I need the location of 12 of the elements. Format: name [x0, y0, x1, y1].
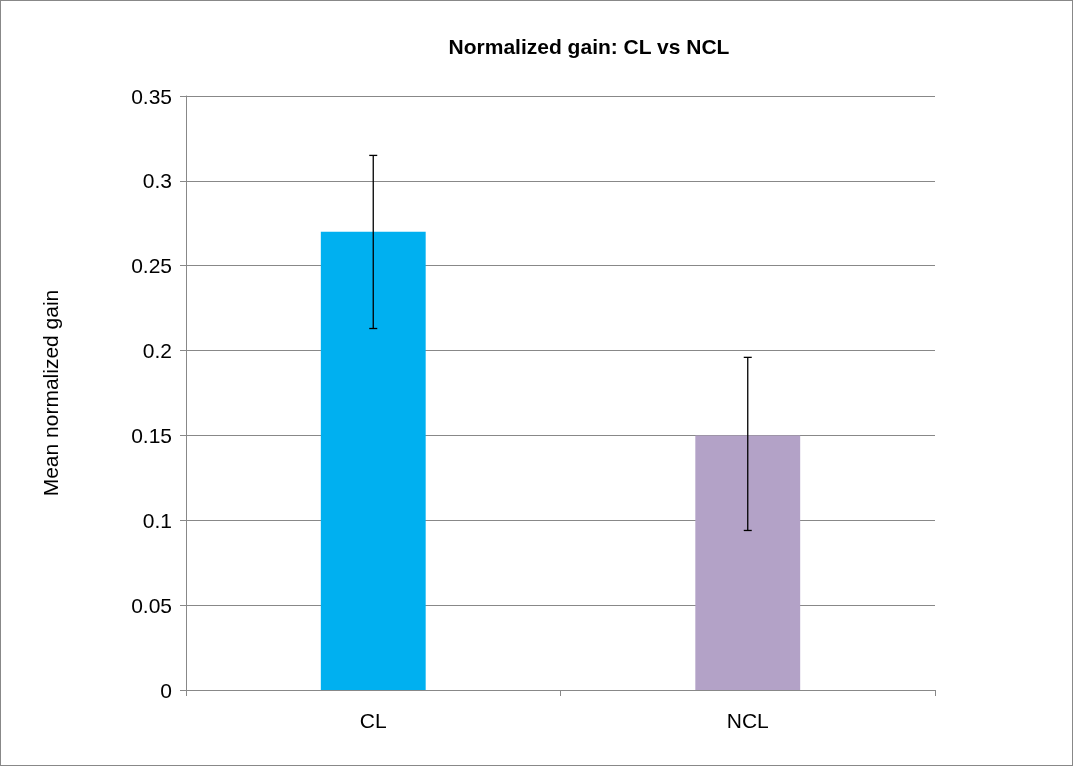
- y-axis-title: Mean normalized gain: [39, 289, 62, 497]
- y-tick-label: 0.2: [142, 339, 172, 363]
- y-tick-label: 0.25: [131, 254, 172, 278]
- y-tick-label: 0.1: [142, 508, 172, 532]
- y-tick-label: 0.15: [131, 423, 172, 447]
- x-tick-label: CL: [359, 709, 387, 732]
- chart-title: Normalized gain: CL vs NCL: [448, 35, 730, 58]
- y-tick-label: 0.35: [131, 84, 172, 108]
- y-tick-label: 0.3: [142, 169, 172, 193]
- y-tick-label: 0.05: [131, 593, 172, 617]
- y-tick-label: 0: [160, 678, 172, 702]
- x-tick-label: NCL: [726, 709, 769, 732]
